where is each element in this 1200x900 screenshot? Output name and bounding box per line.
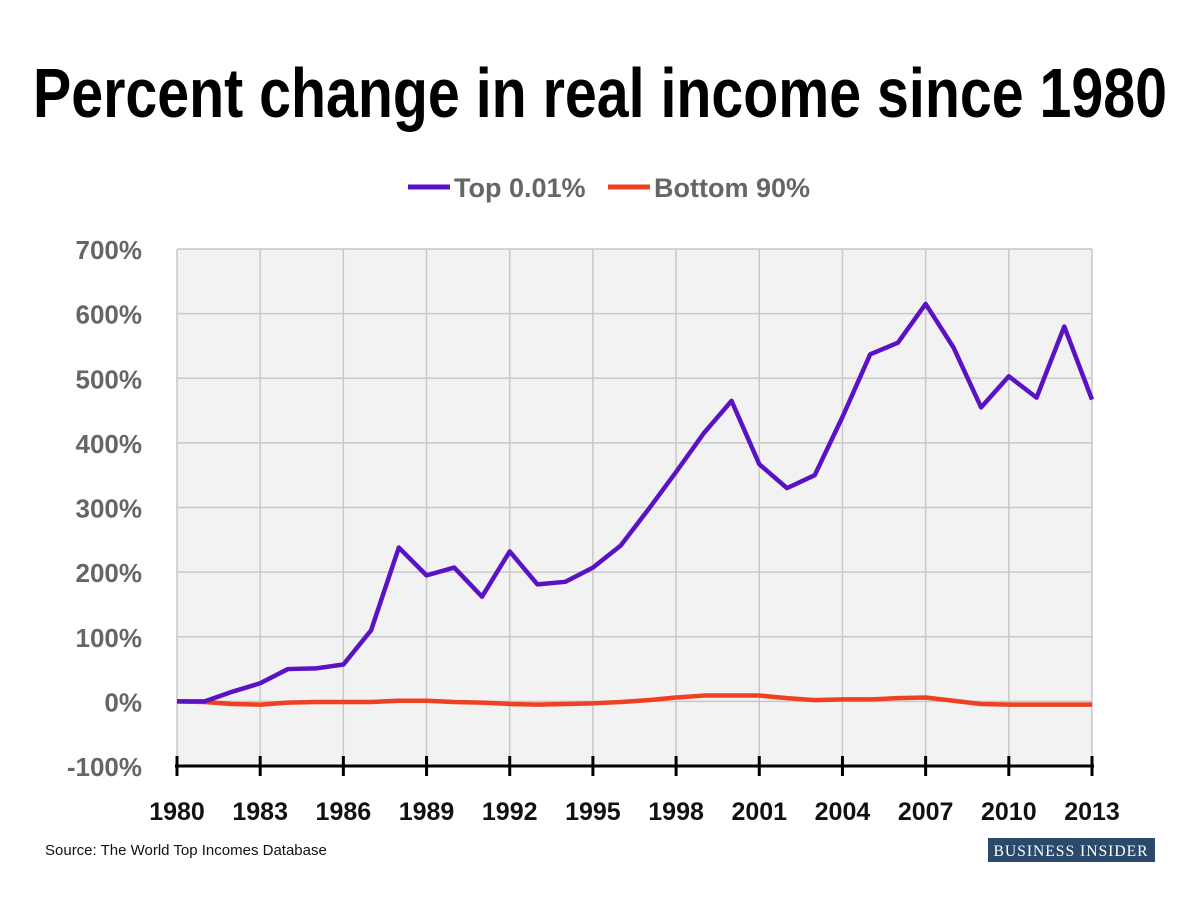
x-tick-label: 1986 — [316, 798, 372, 826]
x-tick-label: 1980 — [149, 798, 205, 826]
series-lines — [176, 301, 1095, 707]
y-tick-label: 500% — [76, 364, 143, 394]
series-line-bottom-90 — [176, 693, 1092, 707]
x-tick-label: 1989 — [399, 798, 455, 826]
chart-title: Percent change in real income since 1980 — [33, 54, 1167, 132]
x-tick-label: 2013 — [1064, 798, 1120, 826]
y-tick-label: -100% — [67, 752, 142, 782]
y-tick-label: 700% — [76, 235, 143, 265]
x-tick-label: 1983 — [232, 798, 288, 826]
x-tick-label: 1998 — [648, 798, 704, 826]
x-tick-label: 2001 — [731, 798, 787, 826]
x-tick-label: 2010 — [981, 798, 1037, 826]
y-tick-label: 400% — [76, 429, 143, 459]
x-tick-label: 1995 — [565, 798, 621, 826]
x-tick-label: 2007 — [898, 798, 954, 826]
business-insider-logo: BUSINESS INSIDER — [988, 838, 1155, 862]
legend: Top 0.01% Bottom 90% — [408, 173, 810, 203]
legend-label: Top 0.01% — [454, 173, 586, 203]
y-tick-label: 200% — [76, 558, 143, 588]
series-line-top-0-01 — [177, 301, 1095, 704]
svg-text:BUSINESS INSIDER: BUSINESS INSIDER — [994, 843, 1149, 860]
x-tick-label: 2004 — [815, 798, 871, 826]
y-tick-label: 100% — [76, 623, 143, 653]
legend-label: Bottom 90% — [654, 173, 810, 203]
y-tick-label: 0% — [104, 687, 142, 717]
y-axis: -100% 0% 100% 200% 300% 400% 500% 600% 700% — [67, 235, 142, 782]
x-tick-label: 1992 — [482, 798, 538, 826]
source-note: Source: The World Top Incomes Database — [45, 842, 327, 859]
y-tick-label: 600% — [76, 300, 143, 330]
x-axis: 1980 1983 1986 1989 1992 1995 1998 2001 2004 2007… — [149, 756, 1120, 826]
y-tick-label: 300% — [76, 494, 143, 524]
